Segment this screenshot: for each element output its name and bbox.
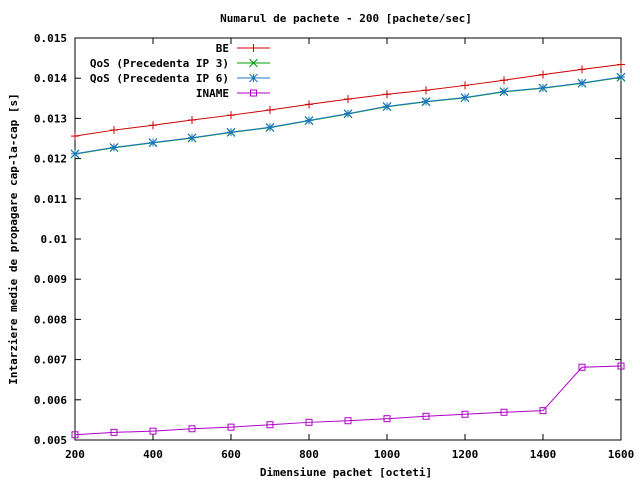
y-tick-label: 0.01 <box>41 233 68 246</box>
x-tick-label: 1600 <box>608 448 635 461</box>
y-axis-label: Intarziere medie de propagare cap-la-cap… <box>7 93 20 384</box>
y-tick-label: 0.008 <box>34 313 67 326</box>
data-point <box>617 60 625 69</box>
series-0 <box>71 60 625 141</box>
data-point <box>110 126 118 135</box>
data-point <box>538 83 548 93</box>
data-point <box>149 121 157 130</box>
data-point <box>343 109 353 118</box>
data-point <box>383 90 391 99</box>
data-point <box>305 418 313 426</box>
y-tick-label: 0.005 <box>34 434 67 447</box>
data-point <box>578 65 586 74</box>
data-point <box>344 95 352 104</box>
data-point <box>71 431 79 439</box>
data-point <box>577 78 587 88</box>
y-tick-label: 0.006 <box>34 394 67 407</box>
data-point <box>110 428 118 436</box>
x-axis-label: Dimensiune pachet [octeti] <box>260 466 432 479</box>
data-point <box>266 421 274 429</box>
legend-marker <box>249 58 258 68</box>
data-point <box>149 427 157 435</box>
x-tick-label: 600 <box>221 448 241 461</box>
data-point <box>460 93 470 102</box>
x-tick-label: 800 <box>299 448 319 461</box>
legend-marker <box>249 73 258 83</box>
data-point <box>188 425 196 433</box>
legend-label: BE <box>216 42 229 55</box>
x-tick-label: 200 <box>65 448 85 461</box>
legend-label: QoS (Precedenta IP 3) <box>90 57 229 70</box>
y-tick-label: 0.011 <box>34 193 67 206</box>
y-tick-label: 0.014 <box>34 72 67 85</box>
data-point <box>617 362 625 370</box>
data-point <box>226 127 236 137</box>
data-point <box>266 105 274 114</box>
chart-title: Numarul de pachete - 200 [pachete/sec] <box>220 12 472 25</box>
data-point <box>344 417 352 425</box>
x-tick-label: 400 <box>143 448 163 461</box>
legend-marker <box>249 44 258 52</box>
data-point <box>227 111 235 120</box>
data-point <box>616 72 626 82</box>
data-point <box>539 70 547 79</box>
series-layer <box>70 60 626 439</box>
legend-label: INAME <box>196 87 229 100</box>
y-tick-label: 0.012 <box>34 153 67 166</box>
series-2 <box>70 72 626 159</box>
data-point <box>500 408 508 416</box>
data-point <box>188 116 196 125</box>
y-tick-label: 0.015 <box>34 32 67 45</box>
y-tick-label: 0.009 <box>34 273 67 286</box>
data-point <box>422 412 430 420</box>
series-3 <box>71 362 625 439</box>
data-point <box>461 410 469 418</box>
data-point <box>382 101 392 111</box>
legend-label: QoS (Precedenta IP 6) <box>90 72 229 85</box>
series-line <box>74 365 622 436</box>
data-point <box>578 363 586 371</box>
x-tick-label: 1400 <box>530 448 557 461</box>
data-point <box>305 100 313 109</box>
data-point <box>500 76 508 85</box>
y-tick-label: 0.007 <box>34 354 67 367</box>
data-point <box>265 122 275 132</box>
data-point <box>383 415 391 423</box>
legend: BE QoS (Precedenta IP 3) QoS (Precedenta I… <box>90 42 270 100</box>
data-point <box>421 97 431 106</box>
data-point <box>70 149 80 159</box>
x-tick-label: 1000 <box>374 448 401 461</box>
data-point <box>227 423 235 431</box>
axes: 200 400 600 800 1000 1200 1400 1600 0.005 0.006 0.… <box>34 32 634 461</box>
x-tick-label: 1200 <box>452 448 479 461</box>
legend-marker <box>250 89 257 97</box>
data-point <box>499 87 509 96</box>
data-point <box>187 133 197 143</box>
y-tick-label: 0.013 <box>34 112 67 125</box>
data-point <box>148 138 158 147</box>
data-point <box>461 81 469 90</box>
data-point <box>109 142 119 152</box>
data-point <box>71 132 79 141</box>
data-point <box>304 116 314 125</box>
data-point <box>422 86 430 95</box>
data-point <box>539 407 547 415</box>
